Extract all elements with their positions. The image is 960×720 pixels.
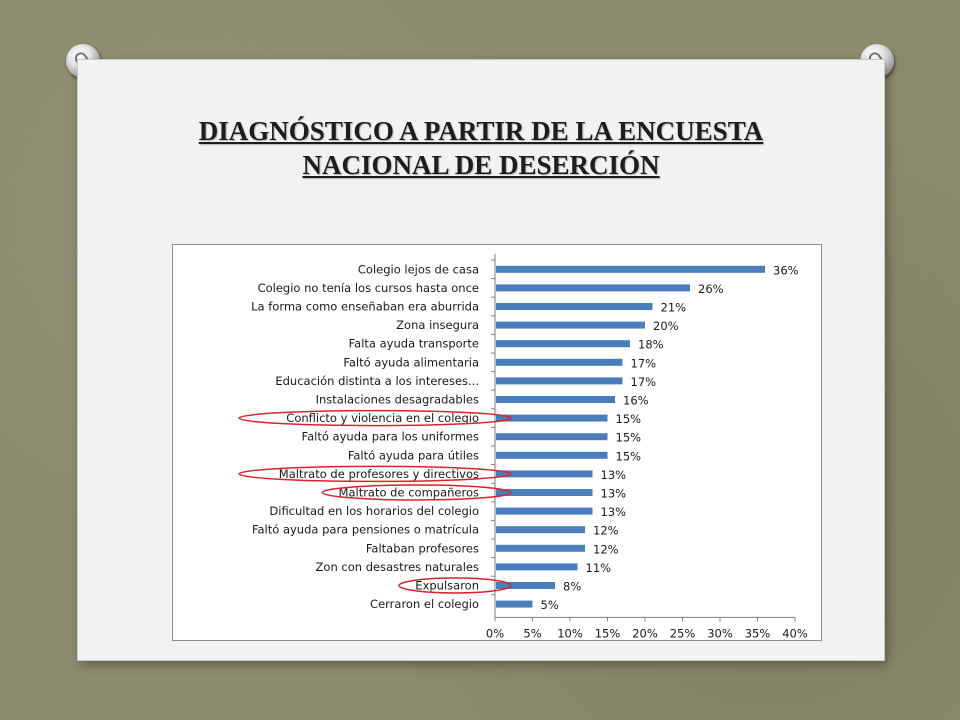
category-label: Instalaciones desagradables (316, 393, 479, 407)
category-label: Falta ayuda transporte (349, 337, 479, 351)
value-label: 12% (593, 524, 619, 538)
value-label: 17% (631, 375, 657, 389)
chart-frame: Colegio lejos de casa 36% Colegio no tenía… (172, 244, 822, 641)
bar (496, 414, 608, 422)
category-label: Faltó ayuda alimentaria (343, 355, 479, 369)
category-label: Cerraron el colegio (370, 597, 479, 611)
value-label: 17% (631, 356, 657, 370)
bar (496, 303, 653, 310)
slide-title-line-1: DIAGNÓSTICO A PARTIR DE LA ENCUESTA (198, 116, 764, 146)
value-label: 5% (541, 598, 559, 612)
slide-title-line-2: NACIONAL DE DESERCIÓN (302, 150, 660, 180)
x-tick-label: 35% (745, 626, 771, 640)
value-label: 8% (563, 580, 581, 594)
value-label: 12% (593, 542, 619, 556)
category-label: Zon con desastres naturales (316, 560, 479, 574)
value-label: 20% (653, 319, 679, 333)
bar (496, 489, 593, 496)
highlight-ellipse (398, 577, 512, 594)
category-label: La forma como enseñaban era aburrida (251, 300, 479, 314)
highlight-ellipse (321, 484, 512, 501)
category-label: Faltaban profesores (366, 541, 479, 555)
bar (496, 600, 533, 608)
highlight-ellipse (238, 465, 512, 483)
category-label: Colegio lejos de casa (358, 262, 479, 276)
bar (496, 451, 608, 459)
category-label: Maltrato de compañeros (339, 486, 479, 500)
x-tick-label: 15% (595, 626, 621, 640)
value-label: 15% (616, 431, 642, 445)
x-tick-label: 30% (707, 626, 733, 640)
bar (496, 396, 615, 403)
category-label: Zona insegura (396, 318, 479, 332)
category-label: Faltó ayuda para útiles (348, 448, 479, 462)
slide-card: DIAGNÓSTICO A PARTIR DE LA ENCUESTA NACI… (78, 60, 884, 660)
bar (496, 544, 585, 552)
highlight-ellipse (238, 409, 512, 427)
dropout-reasons-bar-chart: Colegio lejos de casa 36% Colegio no tenía… (238, 254, 808, 640)
x-tick-label: 40% (782, 626, 808, 640)
category-label: Dificultad en los horarios del colegio (269, 504, 479, 518)
value-label: 21% (661, 301, 687, 315)
x-tick-label: 10% (557, 626, 583, 640)
value-label: 11% (586, 561, 612, 575)
x-tick-label: 0% (486, 626, 504, 640)
bar (496, 507, 593, 515)
bar (496, 526, 585, 534)
value-label: 36% (773, 263, 799, 277)
category-label: Faltó ayuda para pensiones o matrícula (252, 523, 479, 537)
bar (496, 358, 623, 366)
value-label: 13% (601, 487, 627, 501)
value-label: 13% (601, 505, 627, 519)
bar (496, 563, 578, 571)
bar (496, 470, 593, 478)
x-tick-label: 25% (670, 626, 696, 640)
category-label: Faltó ayuda para los uniformes (302, 430, 479, 444)
value-label: 13% (601, 468, 627, 482)
slide-title: DIAGNÓSTICO A PARTIR DE LA ENCUESTA NACI… (78, 114, 884, 182)
bar (496, 265, 765, 273)
bar (496, 582, 555, 589)
bar (496, 284, 690, 292)
bar (496, 433, 608, 441)
value-label: 15% (616, 449, 642, 463)
category-label: Expulsaron (415, 579, 479, 593)
category-label: Maltrato de profesores y directivos (279, 467, 479, 481)
bar (496, 377, 623, 385)
bar (496, 321, 645, 329)
category-label: Colegio no tenía los cursos hasta once (258, 281, 479, 295)
bar (496, 340, 630, 348)
value-label: 15% (616, 412, 642, 426)
value-label: 16% (623, 394, 649, 408)
x-tick-label: 5% (523, 626, 541, 640)
value-label: 26% (698, 282, 724, 296)
x-tick-label: 20% (632, 626, 658, 640)
value-label: 18% (638, 338, 664, 352)
category-label: Conflicto y violencia en el colegio (286, 411, 479, 425)
category-label: Educación distinta a los intereses... (275, 374, 479, 388)
